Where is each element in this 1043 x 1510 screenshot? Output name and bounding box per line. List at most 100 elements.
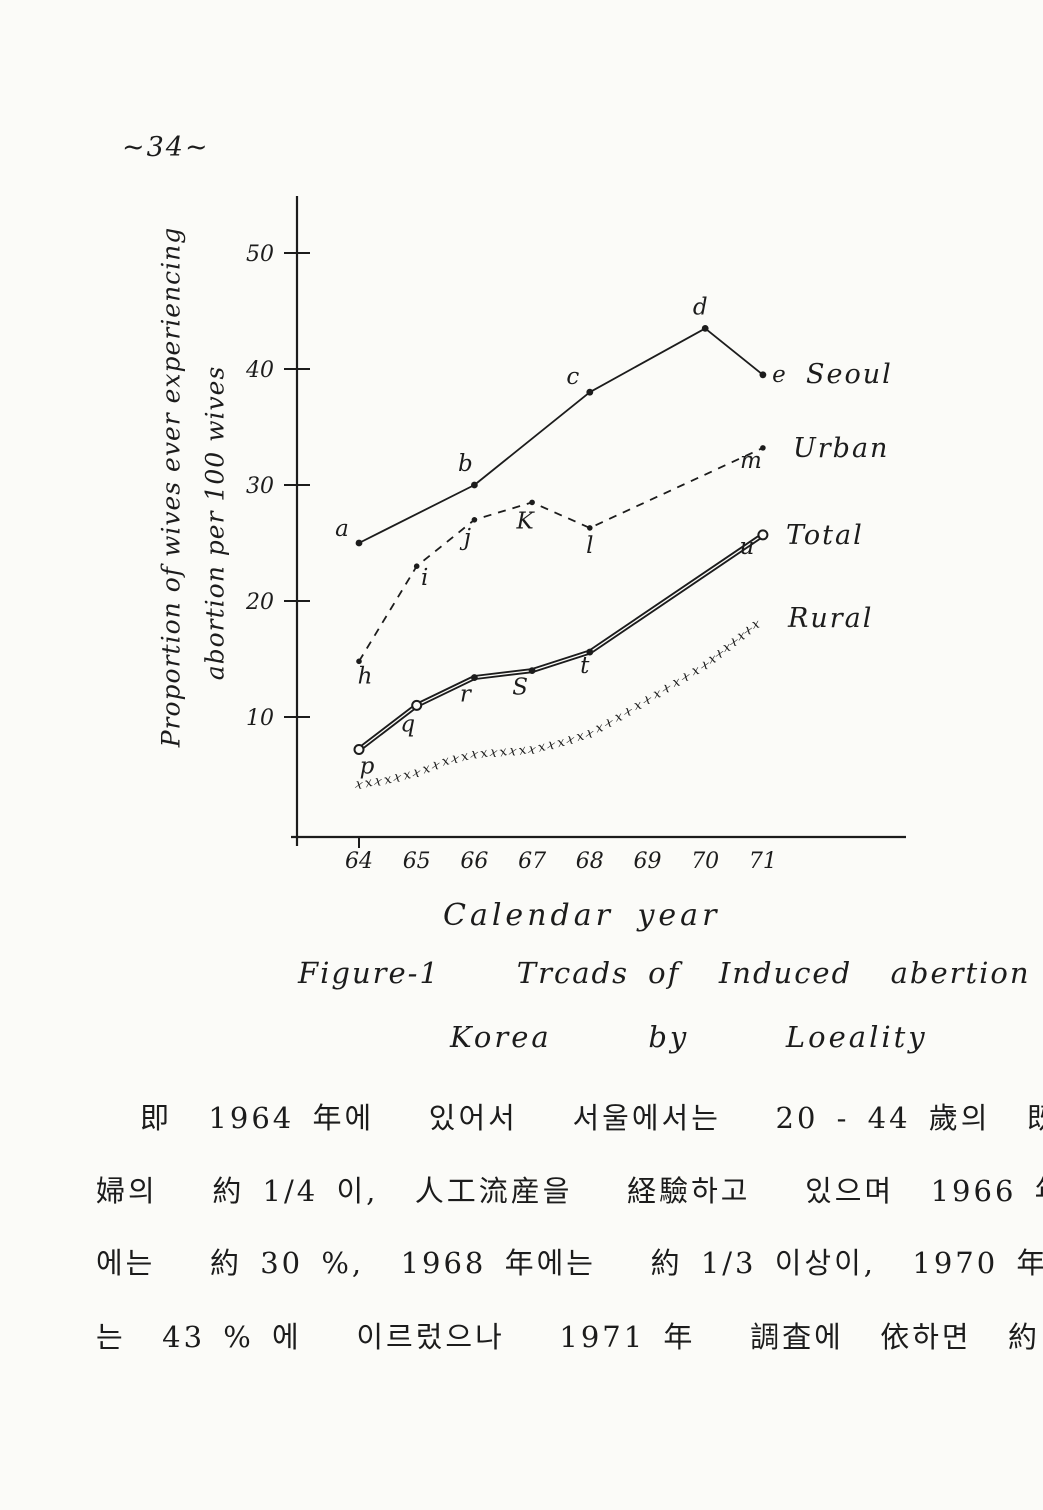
series-label-seoul: Seoul — [806, 359, 893, 390]
point-label: j — [459, 525, 471, 551]
data-point-marker — [471, 674, 478, 681]
series-label-total: Total — [786, 520, 864, 551]
point-label: r — [460, 682, 473, 708]
x-tick-label: 64 — [345, 849, 373, 874]
rural-x-mark: x — [392, 770, 402, 786]
data-point-marker — [471, 517, 478, 523]
data-point-marker — [701, 325, 709, 332]
y-tick-label: 10 — [246, 706, 274, 731]
rural-x-mark: x — [662, 680, 672, 696]
point-label: d — [693, 294, 708, 320]
point-label: u — [739, 534, 754, 560]
rural-x-mark: x — [707, 651, 718, 667]
data-point-marker — [356, 658, 362, 665]
data-point-marker — [759, 371, 767, 379]
point-label: t — [580, 653, 590, 679]
rural-x-mark: x — [585, 726, 595, 742]
rural-x-mark: x — [681, 669, 691, 685]
body-text-line-2: 婦의 約 1/4 이, 人工流産을 経驗하고 있으며 1966 年 — [96, 1174, 1043, 1208]
point-label: S — [512, 675, 528, 701]
rural-x-mark: x — [431, 757, 441, 773]
rural-x-mark: x — [736, 628, 747, 644]
figure-caption-line2: Korea by Loeality — [450, 1020, 928, 1054]
x-tick-label: 69 — [634, 849, 662, 874]
data-point-marker — [528, 667, 536, 674]
data-point-marker — [586, 648, 594, 656]
x-tick-label: 65 — [403, 849, 431, 874]
point-label: b — [458, 451, 473, 477]
y-tick-label: 20 — [245, 590, 274, 615]
rural-x-mark: x — [700, 657, 710, 673]
rural-x-mark: x — [715, 646, 725, 662]
rural-x-mark: x — [402, 767, 413, 783]
x-tick-label: 67 — [518, 849, 546, 874]
rural-x-mark: x — [517, 742, 528, 758]
rural-x-mark: x — [722, 640, 733, 656]
y-tick-label: 50 — [246, 242, 274, 267]
series-label-rural: Rural — [787, 603, 873, 634]
point-label: p — [360, 753, 375, 779]
rural-x-mark: x — [489, 745, 499, 761]
rural-x-mark: x — [566, 732, 576, 748]
data-point-marker — [529, 499, 535, 506]
data-point-marker — [353, 743, 365, 755]
y-tick-label: 40 — [245, 358, 274, 383]
rural-x-mark: x — [594, 720, 605, 736]
urban-line — [358, 447, 764, 662]
point-label: l — [586, 533, 593, 559]
point-label: a — [335, 516, 349, 542]
page-number: ~34~ — [122, 132, 210, 163]
rural-x-mark: x — [383, 772, 394, 788]
rural-x-mark: x — [363, 775, 374, 791]
rural-x-mark: x — [642, 692, 652, 708]
rural-x-mark: x — [575, 728, 586, 744]
figure-1-line-chart: 10 20 30 40 50 64 65 66 67 68 69 70 71 a b c d e Seoul h i j K… — [245, 196, 906, 874]
body-text-line-3: 에는 約 30 %, 1968 年에는 約 1/3 이상이, 1970 年에 — [96, 1246, 1043, 1280]
rural-x-mark: x — [498, 744, 509, 760]
point-label: K — [516, 508, 536, 534]
data-point-marker — [355, 539, 363, 547]
x-axis-title: Calendar year — [443, 898, 721, 933]
body-text-line-4: 는 43 % 에 이르렀으나 1971 年 調査에 依하면 約 — [96, 1320, 1040, 1354]
rural-x-mark: x — [556, 735, 567, 751]
figure-caption-line1: Figure-1 Trcads of Induced abertion in — [298, 956, 1043, 990]
rural-x-mark: x — [536, 739, 547, 755]
rural-x-mark: x — [743, 622, 753, 638]
x-tick-label: 68 — [576, 849, 604, 874]
point-label: c — [566, 364, 579, 390]
x-tick-label: 66 — [460, 849, 488, 874]
point-label: i — [421, 565, 428, 591]
point-label: e — [772, 362, 786, 388]
rural-x-mark: x — [450, 751, 460, 767]
rural-x-mark: x — [729, 634, 739, 650]
rural-x-mark: x — [479, 746, 490, 762]
rural-x-mark: x — [373, 774, 383, 790]
data-point-marker — [757, 529, 769, 541]
rural-x-mark: x — [633, 698, 644, 714]
rural-x-mark: x — [652, 686, 663, 702]
data-point-marker — [413, 563, 420, 569]
data-point-marker — [471, 481, 478, 489]
x-tick-label: 71 — [749, 849, 777, 874]
data-point-marker — [586, 388, 594, 396]
x-tick-label: 70 — [691, 849, 719, 874]
rural-x-mark: x — [460, 749, 471, 765]
rural-x-mark: x — [613, 709, 624, 725]
rural-x-mark: x — [469, 747, 479, 763]
rural-x-mark: x — [690, 663, 701, 679]
rural-x-mark: x — [750, 616, 761, 632]
seoul-line — [358, 327, 764, 544]
series-label-urban: Urban — [793, 433, 889, 464]
body-text-line-1: 即 1964 年에 있어서 서울에서는 20 - 44 歲의 既婚 — [140, 1101, 1043, 1135]
rural-x-mark: x — [508, 743, 518, 759]
data-point-marker — [587, 525, 593, 531]
rural-x-mark: x — [546, 737, 556, 753]
data-point-marker — [411, 699, 423, 711]
total-line — [357, 532, 765, 752]
point-label: h — [358, 663, 373, 689]
data-point-marker — [760, 445, 766, 451]
rural-x-mark: x — [421, 761, 432, 777]
rural-x-mark: x — [604, 715, 614, 731]
point-label: q — [400, 711, 415, 737]
